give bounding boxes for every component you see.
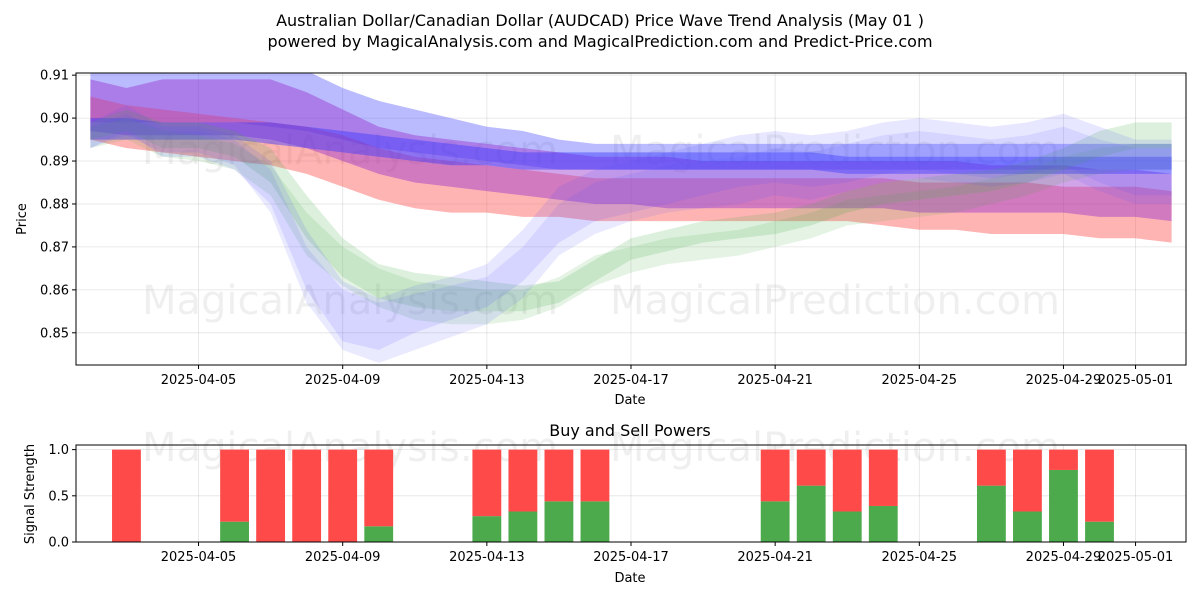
top-x-tick-label: 2025-04-13 — [449, 373, 525, 388]
chart-title-line2: powered by MagicalAnalysis.com and Magic… — [267, 32, 932, 51]
top-x-tick-label: 2025-04-21 — [737, 373, 813, 388]
bottom-x-tick-label: 2025-04-13 — [449, 550, 525, 565]
sell-power-bar — [868, 449, 898, 506]
price-band-green-wave-1 — [90, 109, 1172, 312]
bottom-y-axis-label: Signal Strength — [23, 444, 38, 544]
sell-power-bar — [832, 449, 862, 512]
buy-power-bar — [580, 501, 610, 542]
watermark-text: MagicalAnalysis.com — [142, 128, 558, 174]
top-x-tick-label: 2025-04-17 — [593, 373, 669, 388]
price-band-green-wave-2 — [90, 118, 1172, 325]
top-y-tick-label: 0.91 — [40, 69, 69, 84]
top-y-tick-label: 0.89 — [40, 155, 69, 170]
price-band-blue-wave-2 — [90, 113, 1172, 363]
bottom-y-tick-label: 0.0 — [48, 536, 69, 551]
top-y-tick-label: 0.86 — [40, 283, 69, 298]
sell-power-bar — [364, 449, 394, 527]
sell-power-bar — [580, 449, 610, 502]
bottom-chart-title: Buy and Sell Powers — [549, 421, 711, 440]
buy-power-bar — [508, 511, 538, 542]
bottom-x-tick-label: 2025-04-17 — [593, 550, 669, 565]
buy-power-bar — [760, 501, 790, 542]
top-x-tick-label: 2025-04-09 — [305, 373, 381, 388]
chart-title-line1: Australian Dollar/Canadian Dollar (AUDCA… — [276, 11, 924, 30]
buy-power-bar — [976, 485, 1006, 542]
sell-power-bar — [112, 449, 141, 542]
bottom-x-tick-label: 2025-04-29 — [1026, 550, 1102, 565]
buy-power-bar — [832, 511, 862, 542]
buy-power-bar — [1013, 511, 1042, 542]
top-x-tick-label: 2025-05-01 — [1098, 373, 1174, 388]
bottom-x-tick-label: 2025-05-01 — [1098, 550, 1174, 565]
sell-power-bar — [1049, 449, 1078, 470]
bottom-x-tick-label: 2025-04-09 — [305, 550, 381, 565]
top-plot-frame — [75, 72, 1187, 366]
top-x-tick-label: 2025-04-05 — [161, 373, 237, 388]
price-band-purple-upper — [90, 79, 1172, 222]
top-y-tick-label: 0.90 — [40, 112, 69, 127]
sell-power-bar — [796, 449, 826, 486]
bottom-x-tick-label: 2025-04-21 — [737, 550, 813, 565]
sell-power-bar — [508, 449, 538, 512]
top-y-tick-label: 0.88 — [40, 197, 69, 212]
bottom-y-tick-label: 0.5 — [48, 489, 69, 504]
top-x-tick-label: 2025-04-29 — [1026, 373, 1102, 388]
watermark-text: MagicalPrediction.com — [610, 128, 1060, 174]
price-wave-plot: MagicalAnalysis.com MagicalPrediction.com… — [40, 69, 1187, 388]
buy-power-bar — [220, 521, 249, 542]
buy-power-bar — [1085, 521, 1114, 542]
buy-power-bar — [472, 516, 502, 542]
sell-power-bar — [256, 449, 286, 542]
sell-power-bar — [544, 449, 574, 502]
buy-power-bar — [544, 501, 574, 542]
price-band-blue-wide-upper — [90, 73, 1172, 170]
buy-power-bar — [1049, 469, 1078, 542]
top-y-tick-label: 0.87 — [40, 240, 69, 255]
buy-power-bar — [364, 526, 394, 542]
bottom-x-tick-label: 2025-04-25 — [882, 550, 958, 565]
watermark-text: MagicalPrediction.com — [610, 278, 1060, 324]
top-x-axis-label: Date — [614, 393, 645, 408]
price-band-blue-narrow — [90, 118, 1172, 174]
sell-power-bar — [1085, 449, 1114, 522]
bottom-x-axis-label: Date — [614, 571, 645, 586]
buy-power-bar — [796, 485, 826, 542]
price-bands-group — [90, 73, 1172, 363]
top-x-tick-label: 2025-04-25 — [882, 373, 958, 388]
price-band-red-upper — [90, 96, 1172, 243]
buy-power-bar — [868, 505, 898, 542]
sell-power-bar — [292, 449, 322, 542]
sell-power-bar — [472, 449, 502, 517]
sell-power-bar — [328, 449, 358, 542]
sell-power-bar — [220, 449, 249, 522]
bottom-x-tick-label: 2025-04-05 — [161, 550, 237, 565]
sell-power-bar — [1013, 449, 1042, 512]
bottom-y-tick-label: 1.0 — [48, 443, 69, 458]
watermark-text: MagicalAnalysis.com — [142, 278, 558, 324]
bottom-plot-frame — [75, 444, 1187, 543]
top-y-axis-label: Price — [15, 203, 30, 235]
buy-sell-power-plot: MagicalAnalysis.com MagicalPrediction.com… — [48, 425, 1187, 565]
top-y-tick-label: 0.85 — [40, 326, 69, 341]
sell-power-bar — [976, 449, 1006, 486]
sell-power-bar — [760, 449, 790, 502]
price-band-blue-wave-1 — [90, 105, 1172, 350]
